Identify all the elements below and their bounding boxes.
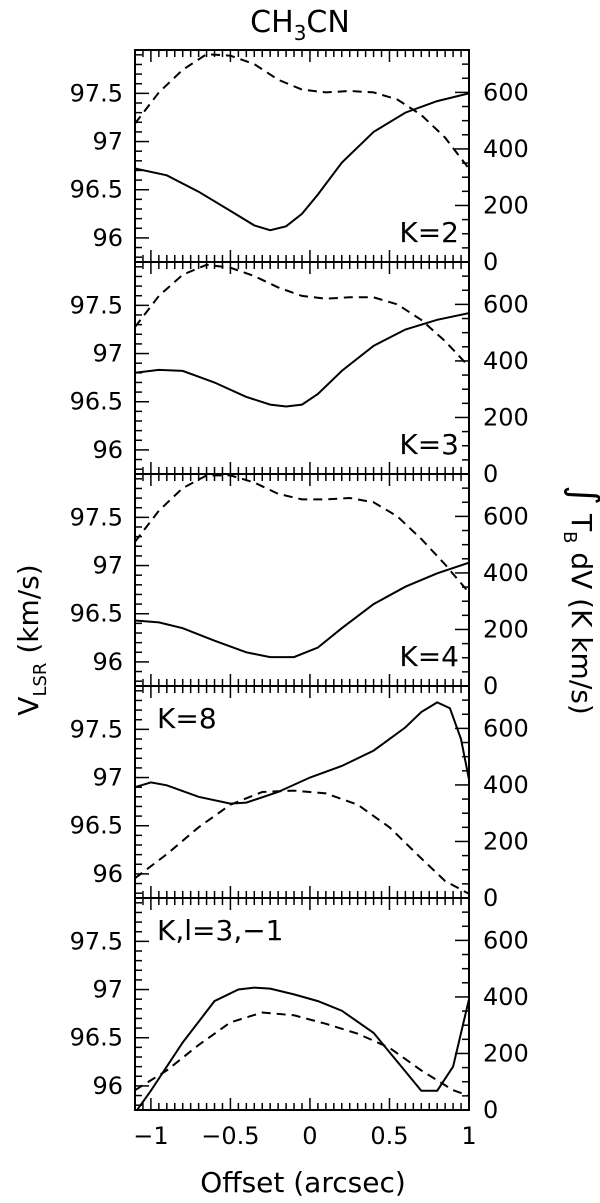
series-vlsr-line [135, 561, 469, 659]
panel-label: K=3 [399, 428, 459, 461]
right-axis-label: ∫ TB dV (K km/s) [559, 485, 600, 715]
series-intensity-line [135, 53, 469, 170]
y-left-tick-label: 96.5 [70, 176, 123, 204]
y-right-tick-label: 600 [483, 78, 529, 106]
y-right-tick-label: 600 [483, 502, 529, 530]
y-left-tick-label: 97.5 [70, 79, 123, 107]
y-left-tick-label: 97.5 [70, 715, 123, 743]
y-right-tick-label: 600 [483, 290, 529, 318]
y-left-tick-label: 96 [92, 860, 123, 888]
y-right-tick-label: 200 [483, 827, 529, 855]
y-right-tick-label: 600 [483, 926, 529, 954]
series-vlsr-line [135, 701, 469, 805]
x-tick-label: 0 [302, 1122, 317, 1150]
y-left-tick-label: 96.5 [70, 812, 123, 840]
series-vlsr-line [135, 312, 469, 408]
y-right-tick-label: 400 [483, 983, 529, 1011]
y-right-tick-label: 400 [483, 347, 529, 375]
y-right-tick-label: 200 [483, 615, 529, 643]
x-tick-label: −0.5 [201, 1122, 259, 1150]
y-right-tick-label: 400 [483, 559, 529, 587]
series-intensity-line [135, 474, 469, 594]
series-intensity-line [135, 789, 469, 895]
y-left-tick-label: 96.5 [70, 600, 123, 628]
y-left-tick-label: 97.5 [70, 927, 123, 955]
y-left-tick-label: 97.5 [70, 291, 123, 319]
y-right-tick-label: 200 [483, 191, 529, 219]
y-left-tick-label: 97.5 [70, 503, 123, 531]
y-left-tick-label: 96 [92, 436, 123, 464]
y-left-tick-label: 97 [92, 552, 123, 580]
y-left-tick-label: 97 [92, 128, 123, 156]
y-right-tick-label: 0 [483, 1096, 498, 1124]
y-left-tick-label: 96.5 [70, 1024, 123, 1052]
panel-label: K=2 [399, 216, 459, 249]
panels-group: 96 96.5 97 97.5 0 200 400 600 K=2 96 96.5 97 97.5 0 20… [70, 49, 529, 1150]
y-right-tick-label: 400 [483, 135, 529, 163]
x-tick-label: −1 [133, 1122, 168, 1150]
x-tick-label: 0.5 [370, 1122, 408, 1150]
panel-1: 96 96.5 97 97.5 0 200 400 600 K=2 [70, 49, 529, 276]
y-right-tick-label: 400 [483, 771, 529, 799]
left-axis-label: VLSR (km/s) [12, 564, 51, 715]
y-left-tick-label: 96 [92, 648, 123, 676]
y-right-tick-label: 200 [483, 403, 529, 431]
panel-label: K,l=3,−1 [157, 914, 284, 947]
x-tick-label: 1 [461, 1122, 476, 1150]
y-left-tick-label: 96.5 [70, 388, 123, 416]
y-left-tick-label: 97 [92, 976, 123, 1004]
series-vlsr-line [135, 92, 469, 232]
panel-3: 96 96.5 97 97.5 0 200 400 600 K=4 [70, 473, 529, 700]
panel-label: K=8 [157, 702, 217, 735]
panel-label: K=4 [399, 640, 459, 673]
series-intensity-line [135, 1011, 469, 1097]
y-right-tick-label: 200 [483, 1039, 529, 1067]
panel-2: 96 96.5 97 97.5 0 200 400 600 K=3 [70, 261, 529, 488]
series-vlsr-line [135, 986, 469, 1110]
panel-5: 96 96.5 97 97.5 0 200 400 600 K,l=3,−1 [70, 897, 529, 1124]
y-right-tick-label: 0 [483, 248, 498, 276]
y-right-tick-label: 600 [483, 714, 529, 742]
chart-title: CH3CN [250, 5, 350, 45]
y-right-tick-label: 0 [483, 672, 498, 700]
x-axis-label: Offset (arcsec) [200, 1166, 406, 1199]
y-left-tick-label: 97 [92, 340, 123, 368]
y-right-tick-label: 0 [483, 884, 498, 912]
y-left-tick-label: 97 [92, 764, 123, 792]
y-right-tick-label: 0 [483, 460, 498, 488]
series-intensity-line [135, 263, 469, 368]
y-left-tick-label: 96 [92, 224, 123, 252]
y-left-tick-label: 96 [92, 1072, 123, 1100]
chart-title-subscript: 3 [294, 21, 307, 45]
panel-4: 96 96.5 97 97.5 0 200 400 600 K=8 [70, 685, 529, 912]
